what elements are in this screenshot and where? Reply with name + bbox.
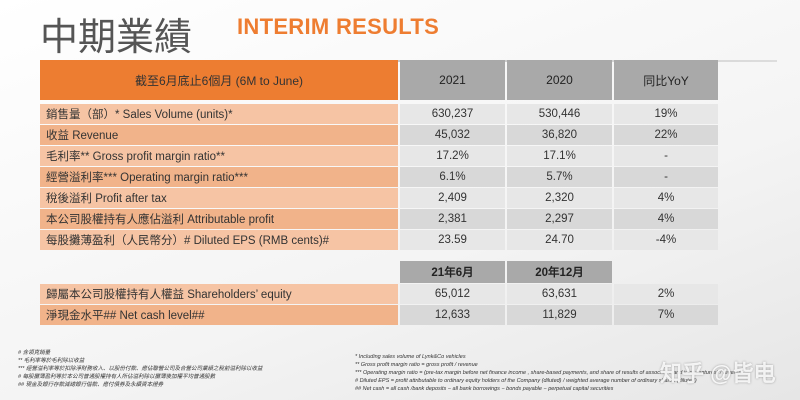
header-yoy: 同比YoY: [614, 60, 718, 100]
value-current: 65,012: [400, 284, 505, 304]
row-label: 淨現金水平## Net cash level##: [40, 305, 398, 325]
value-current: 45,032: [400, 125, 505, 145]
row-label: 毛利率** Gross profit margin ratio**: [40, 146, 398, 166]
value-yoy: -4%: [614, 230, 718, 250]
footnotes-cn: # 含領克銷量 ** 毛利率等於毛利除以收益 *** 經營溢利率等於扣除淨財務收…: [18, 349, 262, 389]
header-2021: 2021: [400, 60, 505, 100]
footnote: # 含領克銷量: [18, 350, 51, 356]
table-row: 收益 Revenue 45,032 36,820 22%: [40, 125, 718, 145]
value-prior: 11,829: [507, 305, 612, 325]
value-yoy: 2%: [614, 284, 718, 304]
row-label: 歸屬本公司股權持有人權益 Shareholders’ equity: [40, 284, 398, 304]
value-prior: 24.70: [507, 230, 612, 250]
footnote: ** 毛利率等於毛利除以收益: [18, 358, 85, 364]
table-row: 本公司股權持有人應佔溢利 Attributable profit 2,381 2,2…: [40, 209, 718, 229]
page-title-en: INTERIM RESULTS: [237, 14, 440, 39]
row-label: 經營溢利率*** Operating margin ratio***: [40, 167, 398, 187]
footnote: ## 現金及銀行存款減總銀行借款、應付債券及永續資本證券: [18, 382, 164, 388]
row-label: 稅後溢利 Profit after tax: [40, 188, 398, 208]
value-current: 2,381: [400, 209, 505, 229]
value-current: 12,633: [400, 305, 505, 325]
value-prior: 63,631: [507, 284, 612, 304]
table-row: 經營溢利率*** Operating margin ratio*** 6.1% 5.…: [40, 167, 718, 187]
value-yoy: 4%: [614, 188, 718, 208]
table-row: 歸屬本公司股權持有人權益 Shareholders’ equity 65,012 6…: [40, 284, 718, 304]
value-prior: 17.1%: [507, 146, 612, 166]
footnote: # Diluted EPS = profit attributable to o…: [355, 378, 697, 384]
footnotes-en: * Including sales volume of Lynk&Co vehi…: [355, 353, 743, 393]
watermark: 知乎 @皆电: [660, 361, 776, 386]
results-table: 截至6月底止6個月 (6M to June) 2021 2020 同比YoY 銷…: [40, 60, 718, 326]
value-current: 630,237: [400, 104, 505, 124]
value-yoy: 7%: [614, 305, 718, 325]
footnote: ** Gross profit margin ratio = gross pro…: [355, 362, 478, 368]
value-yoy: 19%: [614, 104, 718, 124]
header-period: 截至6月底止6個月 (6M to June): [40, 60, 398, 100]
table-header: 截至6月底止6個月 (6M to June) 2021 2020 同比YoY: [40, 60, 718, 100]
footnote: *** Operating margin ratio = (pre-tax ma…: [355, 370, 743, 376]
value-prior: 5.7%: [507, 167, 612, 187]
value-yoy: 4%: [614, 209, 718, 229]
value-prior: 2,320: [507, 188, 612, 208]
value-yoy: -: [614, 167, 718, 187]
footnote: * Including sales volume of Lynk&Co vehi…: [355, 354, 466, 360]
value-prior: 530,446: [507, 104, 612, 124]
value-yoy: -: [614, 146, 718, 166]
table-header-2: 21年6月 20年12月: [40, 261, 718, 283]
value-current: 23.59: [400, 230, 505, 250]
row-label: 收益 Revenue: [40, 125, 398, 145]
header-dec20: 20年12月: [507, 261, 612, 283]
table-row: 稅後溢利 Profit after tax 2,409 2,320 4%: [40, 188, 718, 208]
table-row: 淨現金水平## Net cash level## 12,633 11,829 7%: [40, 305, 718, 325]
header-2020: 2020: [507, 60, 612, 100]
value-current: 17.2%: [400, 146, 505, 166]
value-yoy: 22%: [614, 125, 718, 145]
row-label: 每股攤薄盈利（人民幣分）# Diluted EPS (RMB cents)#: [40, 230, 398, 250]
value-current: 2,409: [400, 188, 505, 208]
footnote: ## Net cash = all cash /bank deposits − …: [355, 386, 614, 392]
table-row: 毛利率** Gross profit margin ratio** 17.2% 17…: [40, 146, 718, 166]
header-jun21: 21年6月: [400, 261, 505, 283]
row-label: 本公司股權持有人應佔溢利 Attributable profit: [40, 209, 398, 229]
table-row: 每股攤薄盈利（人民幣分）# Diluted EPS (RMB cents)# 23…: [40, 230, 718, 250]
value-prior: 36,820: [507, 125, 612, 145]
value-current: 6.1%: [400, 167, 505, 187]
page-title-cn: 中期業績: [40, 15, 193, 59]
row-label: 銷售量（部）* Sales Volume (units)*: [40, 104, 398, 124]
table-row: 銷售量（部）* Sales Volume (units)* 630,237 530,…: [40, 104, 718, 124]
footnote: *** 經營溢利率等於扣除淨財務收入、以股份付款、應佔聯營公司及合營公司業績之稅…: [18, 366, 263, 372]
footnote: # 每股攤薄盈利等於本公司普通股權持有人所佔溢利除以攤薄後加權平均普通股數: [18, 374, 216, 380]
value-prior: 2,297: [507, 209, 612, 229]
